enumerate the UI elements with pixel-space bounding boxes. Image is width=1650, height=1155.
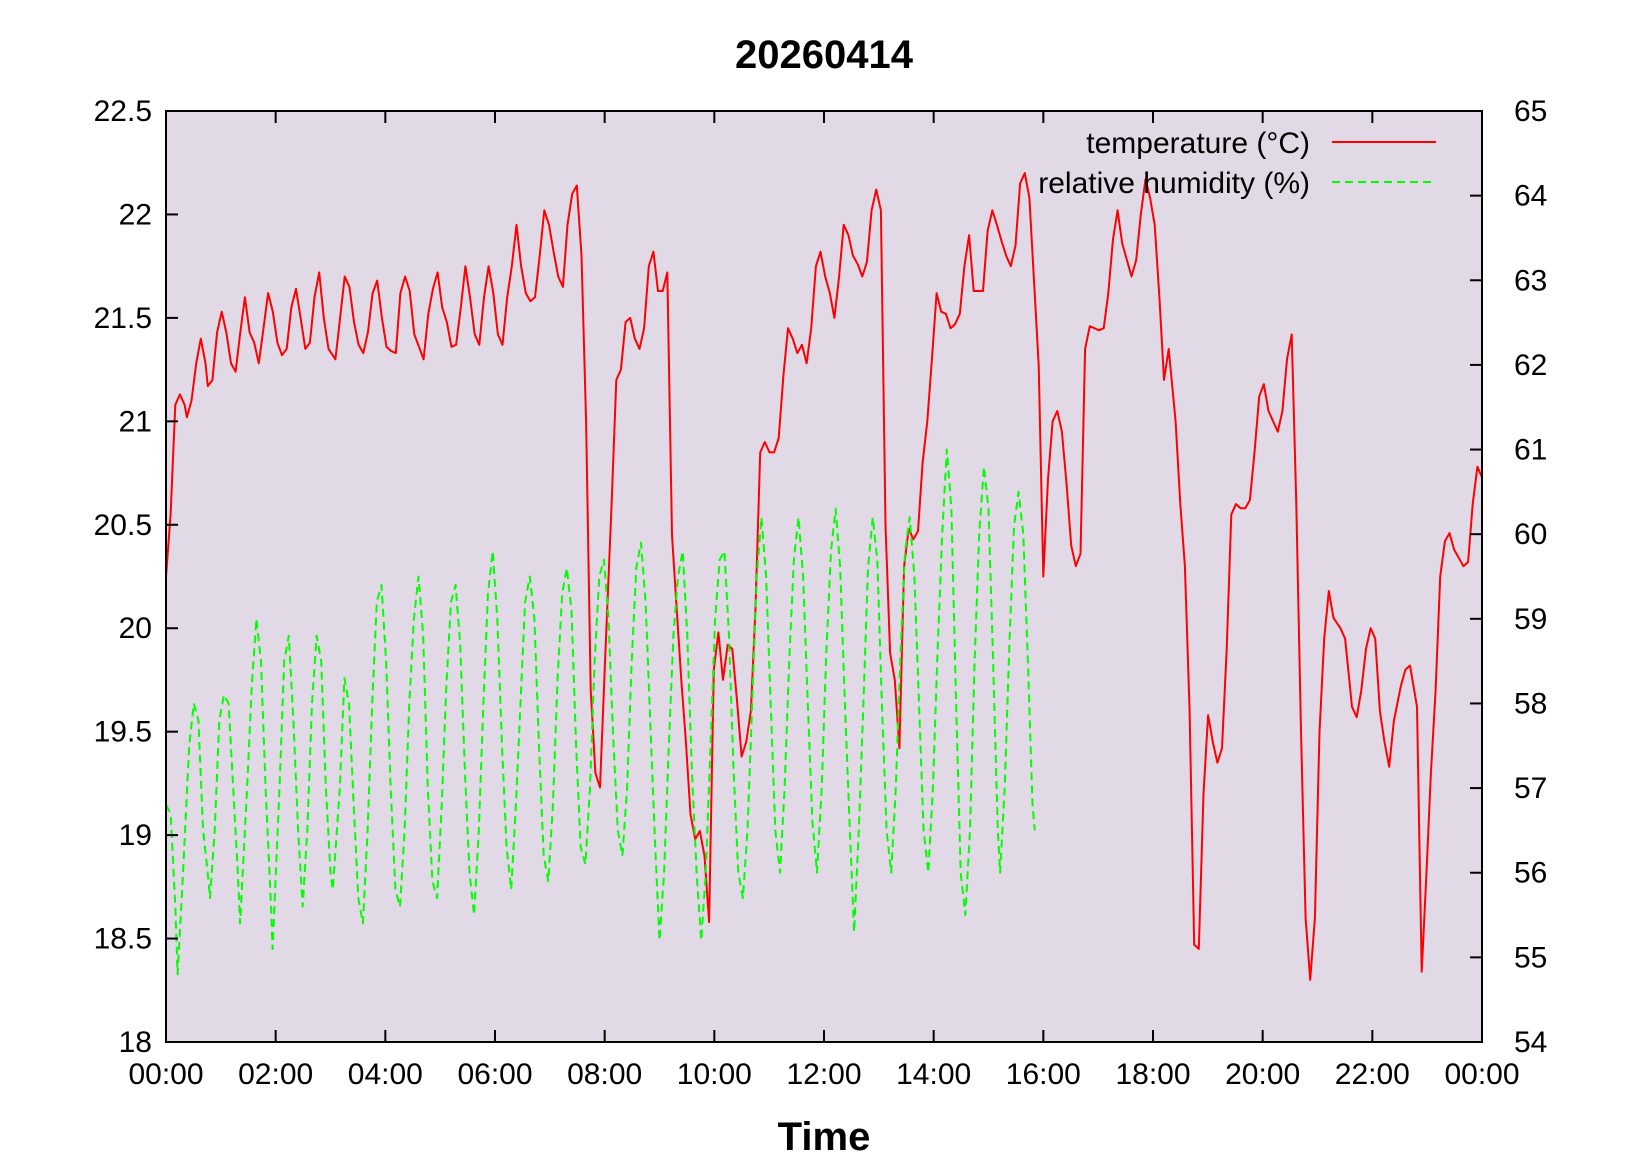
legend: temperature (°C) relative humidity (%) [1038,127,1436,200]
y2-tick-label: 57 [1514,772,1547,805]
legend-label-humidity: relative humidity (%) [1038,167,1310,200]
x-tick-label: 18:00 [1115,1058,1190,1091]
y2-tick-label: 64 [1514,180,1547,213]
x-tick-label: 06:00 [457,1058,532,1091]
y-tick-label: 21.5 [94,302,152,335]
series-layer [165,172,1483,981]
y2-tick-label: 54 [1514,1026,1547,1059]
ticks-layer: 00:00 02:00 04:00 06:00 08:00 10:00 12:00 14:00… [94,95,1548,1091]
x-tick-label: 22:00 [1335,1058,1410,1091]
chart-title: 20260414 [735,33,914,77]
x-tick-label: 00:00 [1444,1058,1519,1091]
y-tick-label: 19.5 [94,716,152,749]
y2-tick-label: 65 [1514,95,1547,128]
y-tick-label: 19 [119,819,152,852]
plot-area [166,111,1482,1042]
y-tick-label: 22.5 [94,95,152,128]
y-tick-label: 20.5 [94,509,152,542]
y-tick-label: 18 [119,1026,152,1059]
y-tick-label: 18.5 [94,923,152,956]
x-tick-label: 16:00 [1006,1058,1081,1091]
legend-label-temperature: temperature (°C) [1086,127,1310,160]
x-tick-label: 04:00 [348,1058,423,1091]
y-tick-label: 21 [119,405,152,438]
x-tick-label: 10:00 [677,1058,752,1091]
y2-tick-label: 55 [1514,941,1547,974]
x-tick-label: 12:00 [786,1058,861,1091]
y2-tick-label: 60 [1514,518,1547,551]
x-tick-label: 08:00 [567,1058,642,1091]
series-line-temperature [165,172,1483,981]
y2-tick-label: 61 [1514,434,1547,467]
y2-tick-label: 59 [1514,603,1547,636]
y2-tick-label: 56 [1514,857,1547,890]
x-axis-label: Time [778,1115,871,1155]
x-tick-label: 20:00 [1225,1058,1300,1091]
x-tick-label: 00:00 [128,1058,203,1091]
y2-tick-label: 58 [1514,687,1547,720]
x-tick-label: 02:00 [238,1058,313,1091]
y-tick-label: 22 [119,198,152,231]
series-line-humidity [165,448,1036,976]
y2-tick-label: 62 [1514,349,1547,382]
x-tick-label: 14:00 [896,1058,971,1091]
y2-tick-label: 63 [1514,264,1547,297]
y-tick-label: 20 [119,612,152,645]
